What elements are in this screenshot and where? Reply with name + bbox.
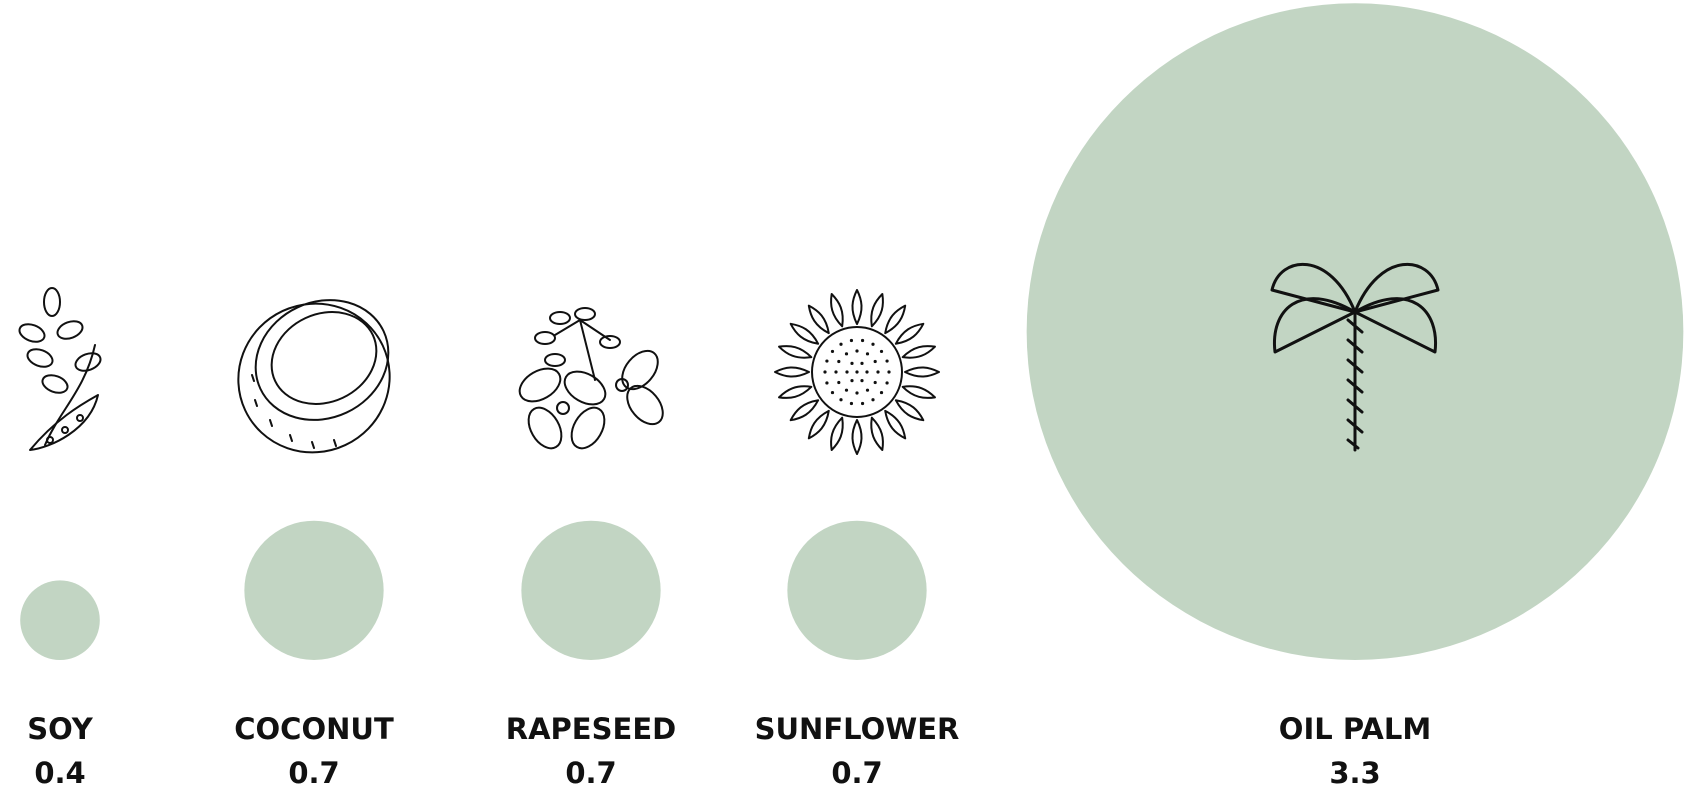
soy-icon — [18, 287, 102, 451]
value-label: 0.7 — [565, 756, 616, 790]
petal — [830, 416, 844, 451]
seed — [825, 381, 829, 385]
petal — [851, 419, 863, 455]
seed — [844, 388, 849, 392]
seed — [837, 380, 841, 385]
seed — [839, 398, 843, 402]
seed — [865, 370, 869, 374]
petal — [807, 304, 830, 335]
seed — [839, 342, 843, 346]
petal — [884, 409, 907, 440]
seed — [873, 380, 877, 385]
petal — [870, 293, 884, 328]
petal — [789, 322, 820, 345]
petal — [894, 322, 925, 345]
category-label: SUNFLOWER — [755, 712, 960, 746]
seed — [879, 390, 884, 395]
petal — [870, 416, 884, 451]
category-label: OIL PALM — [1279, 712, 1431, 746]
rapeseed-icon — [518, 307, 664, 450]
seed — [879, 349, 884, 354]
seed — [830, 349, 835, 354]
seed — [860, 379, 864, 383]
seed — [871, 398, 875, 402]
seed — [855, 349, 859, 353]
category-label: COCONUT — [234, 712, 394, 746]
petal — [901, 345, 936, 359]
seed — [865, 352, 870, 356]
petal — [807, 409, 830, 440]
seed — [845, 370, 849, 374]
seed — [887, 370, 891, 374]
bubble — [521, 520, 661, 660]
seed — [855, 391, 859, 395]
seed — [849, 338, 854, 343]
seed — [860, 338, 865, 343]
seed — [844, 352, 849, 356]
petal — [830, 293, 844, 328]
petal — [789, 399, 820, 422]
seed — [871, 342, 875, 346]
seed — [825, 359, 829, 363]
seed — [837, 359, 841, 364]
seed — [885, 381, 889, 385]
value-label: 3.3 — [1329, 756, 1380, 790]
seed — [860, 361, 864, 365]
seed — [860, 401, 865, 406]
seed — [876, 370, 880, 374]
seed — [855, 370, 859, 374]
petal — [901, 385, 936, 399]
petal — [894, 399, 925, 422]
seed — [830, 390, 835, 395]
petal — [778, 345, 813, 359]
coconut-icon — [237, 299, 391, 454]
petal — [778, 385, 813, 399]
category-label: SOY — [27, 712, 94, 746]
seed — [850, 379, 854, 383]
petal — [851, 289, 863, 325]
value-label: 0.4 — [34, 756, 85, 790]
petal — [884, 304, 907, 335]
seed — [885, 359, 889, 363]
bubble — [244, 520, 384, 660]
seed — [865, 388, 870, 392]
seed — [873, 359, 877, 364]
palm-icon — [1270, 262, 1440, 452]
petal — [774, 366, 810, 378]
seed — [849, 401, 854, 406]
petal — [904, 366, 940, 378]
bubble — [787, 520, 927, 660]
value-label: 0.7 — [831, 756, 882, 790]
bubble — [20, 580, 100, 660]
seed — [834, 370, 838, 374]
seed — [850, 361, 854, 365]
sunflower-icon — [774, 289, 940, 455]
value-label: 0.7 — [288, 756, 339, 790]
seed — [823, 370, 827, 374]
category-label: RAPESEED — [506, 712, 676, 746]
